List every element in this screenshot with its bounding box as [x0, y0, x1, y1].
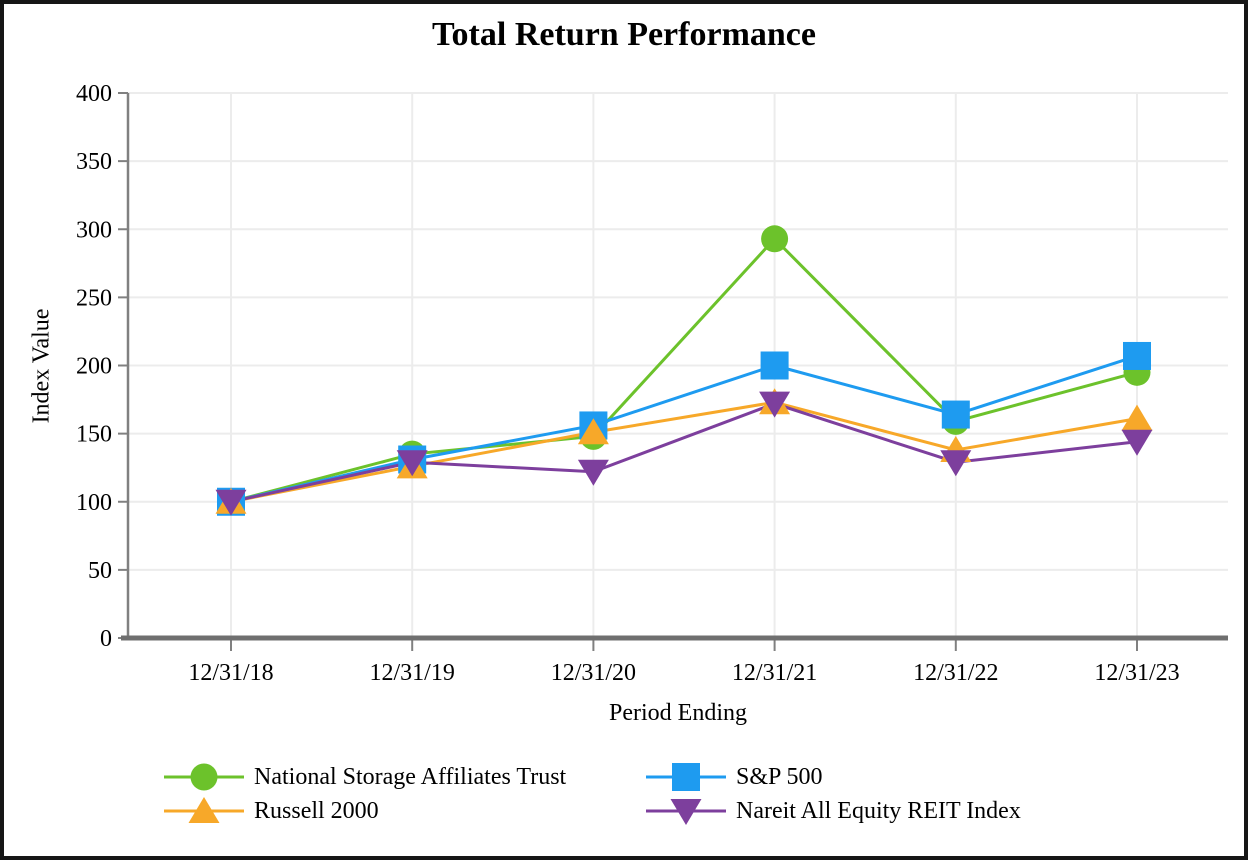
y-tick-label: 250	[76, 285, 112, 311]
legend-item-nareit-all-equity-reit-index: Nareit All Equity REIT Index	[646, 795, 1086, 827]
marker-russell-2000	[1121, 404, 1153, 431]
marker-s-p-500	[941, 400, 970, 429]
legend-item-national-storage-affiliates-trust: National Storage Affiliates Trust	[164, 761, 646, 793]
y-tick-label: 0	[100, 626, 112, 652]
line-chart-plot: 0 50 100 150 200 250 300 350 400 12/31/18 12/31/19…	[76, 81, 1228, 686]
x-tick-label: 12/31/22	[913, 660, 998, 686]
series-line-s-p-500	[230, 354, 1138, 504]
x-tick-label: 12/31/19	[370, 660, 455, 686]
legend-swatch-triangle-up-icon	[164, 797, 244, 823]
chart-title: Total Return Performance	[432, 16, 816, 53]
legend-marker-national-storage-affiliates-trust	[190, 763, 218, 791]
x-tick-label: 12/31/18	[188, 660, 273, 686]
marker-nareit-all-equity-reit-index	[940, 450, 972, 477]
legend-swatch-square-icon	[646, 763, 726, 791]
y-axis-title: Index Value	[28, 308, 55, 424]
y-tick-label: 400	[76, 81, 112, 107]
marker-nareit-all-equity-reit-index	[759, 391, 791, 418]
series-line-russell-2000	[230, 400, 1138, 504]
marker-s-p-500	[1123, 341, 1151, 370]
x-tick-label: 12/31/20	[551, 660, 636, 686]
marker-s-p-500	[760, 351, 789, 380]
marker-russell-2000	[577, 418, 609, 445]
legend-marker-russell-2000	[188, 797, 220, 823]
legend-marker-s-p-500	[672, 763, 700, 791]
x-tick-label: 12/31/23	[1094, 660, 1179, 686]
legend-label-s-p-500: S&P 500	[736, 763, 823, 790]
legend-item-russell-2000: Russell 2000	[164, 795, 646, 827]
y-tick-label: 50	[88, 558, 112, 584]
marker-nareit-all-equity-reit-index	[396, 450, 428, 477]
y-tick-label: 150	[76, 422, 112, 448]
legend-label-nareit-all-equity-reit-index: Nareit All Equity REIT Index	[736, 797, 1021, 824]
marker-nareit-all-equity-reit-index	[577, 459, 609, 486]
x-tick-label: 12/31/21	[732, 660, 817, 686]
marker-nareit-all-equity-reit-index	[1121, 429, 1153, 456]
series-line-national-storage-affiliates-trust	[230, 236, 1138, 504]
y-tick-label: 350	[76, 149, 112, 175]
marker-national-storage-affiliates-trust	[761, 225, 789, 253]
legend-swatch-circle-icon	[164, 763, 244, 791]
legend-label-russell-2000: Russell 2000	[254, 797, 379, 824]
y-tick-label: 300	[76, 217, 112, 243]
y-tick-label: 100	[76, 490, 112, 516]
x-axis-title: Period Ending	[609, 700, 747, 726]
y-tick-label: 200	[76, 354, 112, 380]
series-line-nareit-all-equity-reit-index	[230, 402, 1138, 504]
legend-label-national-storage-affiliates-trust: National Storage Affiliates Trust	[254, 763, 567, 790]
marker-nareit-all-equity-reit-index	[215, 489, 247, 516]
legend: National Storage Affiliates Trust S&P 500…	[164, 760, 1086, 828]
legend-item-s-p-500: S&P 500	[646, 761, 1086, 793]
legend-marker-nareit-all-equity-reit-index	[670, 799, 702, 825]
legend-swatch-triangle-down-icon	[646, 799, 726, 825]
